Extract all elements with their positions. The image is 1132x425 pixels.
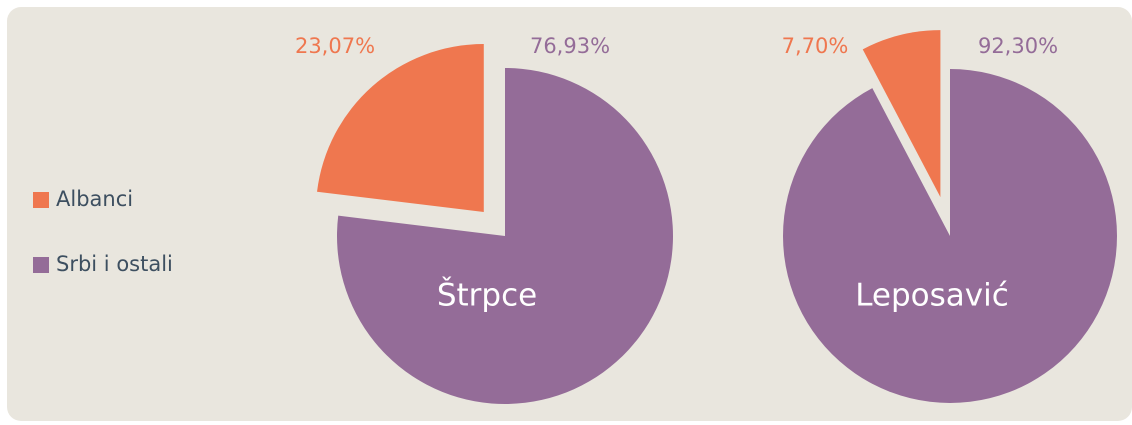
value-label: 92,30% [978, 34, 1058, 58]
pie-slice [317, 44, 484, 213]
pie-slice [782, 69, 1117, 403]
pie-title: Štrpce [437, 277, 537, 314]
legend-label: Albanci [56, 187, 133, 211]
legend-swatch [33, 257, 49, 273]
legend-label: Srbi i ostali [56, 252, 173, 276]
legend-swatch [33, 192, 49, 208]
value-label: 7,70% [782, 34, 849, 58]
value-label: 76,93% [530, 34, 610, 58]
pie-title: Leposavić [855, 278, 1009, 314]
pie-slice [336, 68, 673, 405]
value-label: 23,07% [295, 34, 375, 58]
pie-slice [862, 30, 941, 198]
